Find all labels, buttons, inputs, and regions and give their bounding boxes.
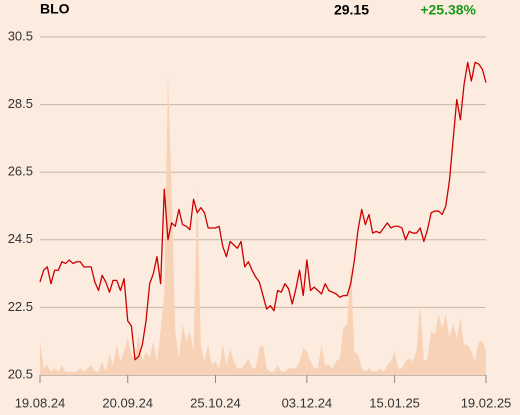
y-tick-label: 26.5 xyxy=(8,164,33,179)
ticker: BLO xyxy=(40,1,70,17)
x-tick-label: 15.01.25 xyxy=(369,395,420,410)
change: +25.38% xyxy=(420,2,476,18)
y-tick-label: 20.5 xyxy=(8,366,33,381)
y-tick-label: 22.5 xyxy=(8,299,33,314)
x-tick-label: 25.10.24 xyxy=(190,395,241,410)
x-tick-label: 20.09.24 xyxy=(102,395,153,410)
y-tick-label: 30.5 xyxy=(8,28,33,43)
y-tick-label: 24.5 xyxy=(8,231,33,246)
last-price: 29.15 xyxy=(334,2,369,18)
x-tick-label: 19.08.24 xyxy=(15,395,66,410)
y-tick-label: 28.5 xyxy=(8,96,33,111)
x-tick-label: 19.02.25 xyxy=(461,395,512,410)
x-tick-label: 03.12.24 xyxy=(282,395,333,410)
volume-area xyxy=(40,74,486,376)
price-line xyxy=(39,61,487,361)
